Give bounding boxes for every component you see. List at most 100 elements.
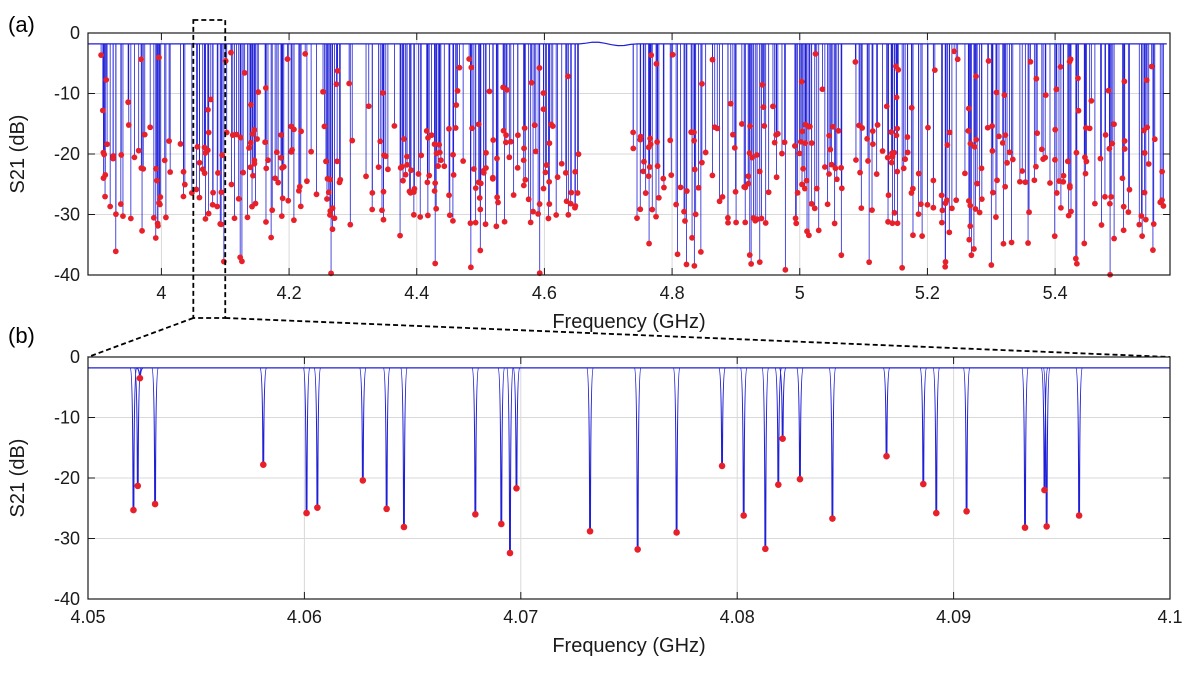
resonance-marker bbox=[689, 234, 695, 241]
resonance-marker bbox=[692, 211, 699, 218]
panel-b-grid bbox=[88, 357, 1170, 599]
resonance-marker bbox=[214, 203, 221, 210]
resonance-marker bbox=[134, 482, 142, 490]
resonance-marker bbox=[773, 174, 780, 181]
resonance-marker bbox=[869, 141, 876, 148]
resonance-marker bbox=[741, 184, 748, 190]
resonance-marker bbox=[540, 185, 547, 192]
resonance-marker bbox=[99, 107, 106, 114]
resonance-marker bbox=[857, 169, 863, 176]
resonance-marker bbox=[800, 165, 807, 172]
resonance-marker bbox=[410, 211, 417, 218]
resonance-marker bbox=[942, 200, 949, 207]
resonance-marker bbox=[697, 249, 704, 255]
resonance-marker bbox=[1111, 121, 1117, 128]
resonance-marker bbox=[990, 189, 996, 196]
y-tick-label: -40 bbox=[54, 265, 80, 285]
resonance-marker bbox=[1052, 126, 1059, 133]
resonance-marker bbox=[1064, 158, 1071, 165]
resonance-marker bbox=[716, 198, 723, 205]
resonance-marker bbox=[653, 213, 659, 220]
resonance-marker bbox=[472, 511, 479, 518]
resonance-marker bbox=[1027, 58, 1034, 65]
resonance-marker bbox=[838, 185, 845, 192]
resonance-marker bbox=[456, 64, 463, 71]
resonance-marker bbox=[938, 219, 945, 226]
resonance-marker bbox=[756, 168, 763, 175]
resonance-marker bbox=[404, 161, 410, 168]
resonance-marker bbox=[1121, 138, 1128, 144]
resonance-marker bbox=[522, 176, 529, 183]
resonance-marker bbox=[1043, 523, 1050, 530]
resonance-marker bbox=[748, 260, 755, 267]
resonance-marker bbox=[325, 189, 332, 196]
resonance-marker bbox=[1066, 182, 1073, 189]
resonance-marker bbox=[1038, 146, 1045, 153]
resonance-marker bbox=[996, 133, 1002, 140]
resonance-marker bbox=[314, 504, 321, 511]
resonance-marker bbox=[125, 99, 132, 106]
resonance-marker bbox=[811, 205, 818, 212]
resonance-marker bbox=[1119, 175, 1126, 182]
x-tick-label: 5 bbox=[795, 283, 805, 303]
resonance-marker bbox=[531, 122, 538, 129]
resonance-marker bbox=[719, 193, 726, 200]
resonance-marker bbox=[634, 215, 640, 222]
resonance-marker bbox=[246, 144, 252, 151]
resonance-marker bbox=[568, 189, 575, 196]
resonance-marker bbox=[1065, 212, 1072, 219]
resonance-marker bbox=[805, 232, 812, 239]
resonance-marker bbox=[150, 214, 157, 221]
resonance-marker bbox=[978, 165, 985, 172]
panel-a-y-label: S21 (dB) bbox=[7, 115, 29, 194]
resonance-marker bbox=[953, 197, 960, 204]
resonance-marker bbox=[475, 179, 482, 186]
resonance-marker bbox=[683, 261, 690, 268]
resonance-marker bbox=[869, 207, 875, 214]
resonance-marker bbox=[1148, 63, 1155, 70]
resonance-marker bbox=[558, 160, 565, 167]
resonance-marker bbox=[139, 227, 145, 234]
resonance-marker bbox=[586, 527, 594, 535]
resonance-marker bbox=[653, 60, 660, 67]
resonance-marker bbox=[894, 168, 901, 175]
resonance-marker bbox=[503, 132, 509, 139]
resonance-marker bbox=[828, 161, 835, 168]
resonance-marker bbox=[383, 505, 390, 513]
y-tick-label: -20 bbox=[54, 468, 80, 488]
resonance-marker bbox=[153, 165, 159, 172]
resonance-marker bbox=[634, 546, 641, 553]
resonance-marker bbox=[993, 89, 1000, 96]
resonance-marker bbox=[450, 217, 456, 224]
resonance-marker bbox=[424, 212, 431, 219]
resonance-marker bbox=[400, 523, 408, 531]
resonance-marker bbox=[815, 227, 822, 234]
resonance-marker bbox=[799, 181, 805, 188]
resonance-marker bbox=[231, 215, 238, 222]
resonance-marker bbox=[241, 69, 248, 76]
resonance-marker bbox=[1002, 183, 1009, 190]
resonance-marker bbox=[725, 219, 731, 226]
resonance-marker bbox=[967, 202, 974, 209]
resonance-marker bbox=[646, 240, 652, 247]
resonance-marker bbox=[1016, 178, 1023, 185]
resonance-marker bbox=[954, 56, 961, 63]
resonance-marker bbox=[495, 199, 501, 206]
resonance-marker bbox=[1001, 92, 1008, 99]
resonance-marker bbox=[397, 164, 404, 171]
resonance-marker bbox=[888, 159, 895, 166]
resonance-marker bbox=[984, 124, 991, 131]
resonance-marker bbox=[279, 195, 286, 202]
zoom-box bbox=[192, 19, 227, 319]
resonance-marker bbox=[942, 263, 949, 270]
resonance-marker bbox=[1002, 132, 1009, 139]
resonance-marker bbox=[1004, 159, 1010, 166]
resonance-marker bbox=[288, 149, 295, 155]
resonance-marker bbox=[433, 205, 440, 212]
resonance-marker bbox=[446, 192, 452, 199]
panel-b-y-ticks: 0 -10 -20 -30 -40 bbox=[54, 347, 1170, 609]
resonance-marker bbox=[973, 73, 979, 80]
resonance-marker bbox=[924, 201, 931, 208]
resonance-marker bbox=[1075, 107, 1082, 114]
resonance-marker bbox=[141, 131, 148, 138]
